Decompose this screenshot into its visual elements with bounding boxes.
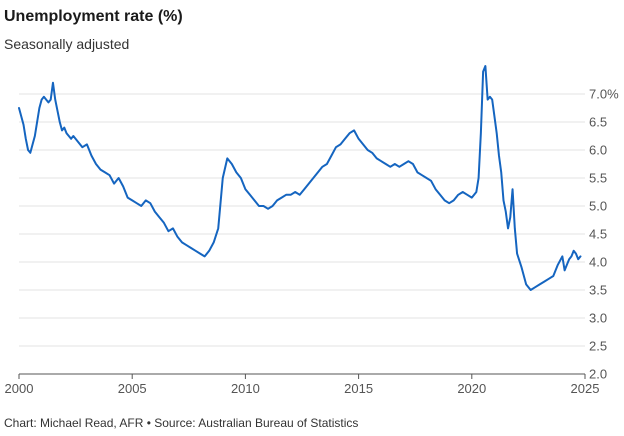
chart-title: Unemployment rate (%)	[4, 8, 183, 25]
y-tick-label: 4.0	[589, 255, 607, 270]
chart-subtitle: Seasonally adjusted	[4, 36, 130, 52]
x-tick-label: 2025	[571, 381, 600, 396]
y-tick-label: 3.0	[589, 311, 607, 326]
x-tick-label: 2005	[118, 381, 147, 396]
y-tick-label: 6.0	[589, 143, 607, 158]
y-axis: 2.0 2.5 3.0 3.5 4.0 4.5 5.0 5.5 6.0 6.5 7.0%	[589, 87, 619, 382]
y-tick-label: 3.5	[589, 283, 607, 298]
y-tick-label: 4.5	[589, 227, 607, 242]
source-credit: Chart: Michael Read, AFR • Source: Austr…	[4, 416, 359, 430]
x-tick-label: 2020	[457, 381, 486, 396]
x-tick-label: 2000	[5, 381, 34, 396]
series-layer	[18, 65, 582, 291]
series-line	[18, 65, 582, 291]
x-axis: 2000 2005 2010 2015 2020 2025	[5, 373, 600, 396]
gridlines	[19, 93, 585, 347]
y-tick-label: 6.5	[589, 115, 607, 130]
y-tick-label: 7.0%	[589, 87, 619, 102]
y-tick-label: 2.5	[589, 339, 607, 354]
y-tick-label: 2.0	[589, 367, 607, 382]
y-tick-label: 5.0	[589, 199, 607, 214]
x-tick-label: 2010	[231, 381, 260, 396]
x-tick-label: 2015	[344, 381, 373, 396]
y-tick-label: 5.5	[589, 171, 607, 186]
